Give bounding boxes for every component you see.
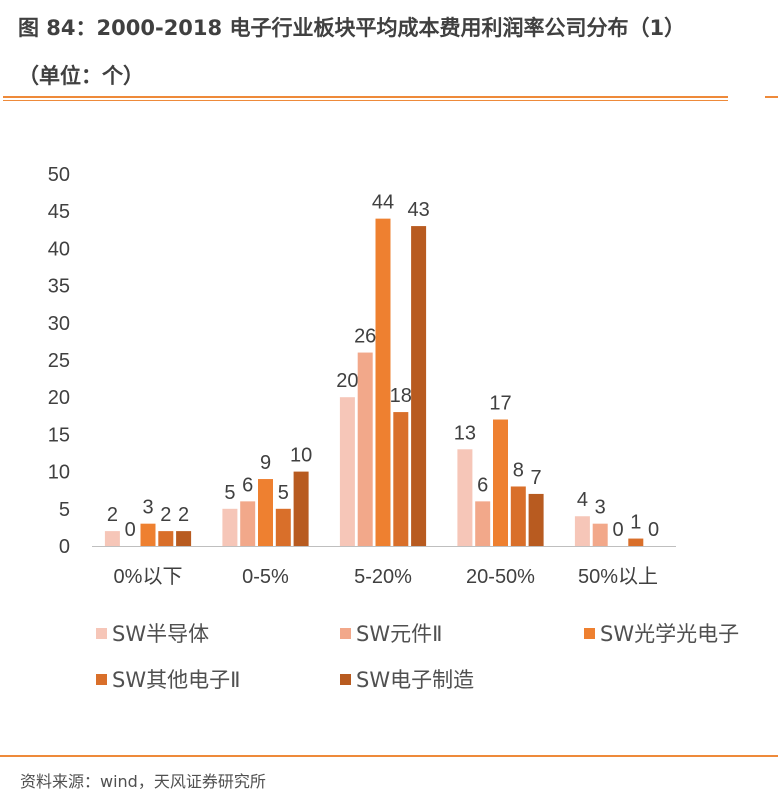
bar-50%以上-SW半导体 <box>574 516 590 546</box>
legend-item: SW其他电子Ⅱ <box>96 664 240 694</box>
data-label: 10 <box>290 445 312 467</box>
bar-0%以下-SW半导体 <box>104 531 120 546</box>
data-label: 6 <box>242 474 253 496</box>
y-tick-label: 5 <box>59 499 70 521</box>
bar-20-50%-SW光学光电子 <box>493 419 508 546</box>
y-tick-label: 40 <box>48 238 70 260</box>
x-tick-label: 50%以上 <box>578 565 658 588</box>
legend-item: SW电子制造 <box>340 664 474 694</box>
bar-50%以上-SW其他电子Ⅱ <box>628 538 644 546</box>
bar-20-50%-SW元件Ⅱ <box>475 501 491 546</box>
data-label: 26 <box>354 326 376 348</box>
y-tick-label: 45 <box>48 201 70 223</box>
legend-swatch <box>584 627 595 639</box>
figure-title: 图 84：2000-2018 电子行业板块平均成本费用利润率公司分布（1） <box>18 16 686 40</box>
title-rule-thin <box>3 100 728 101</box>
legend-item: SW元件Ⅱ <box>340 618 442 648</box>
legend-swatch <box>96 627 107 639</box>
data-label: 17 <box>489 393 511 415</box>
data-label: 3 <box>595 497 606 519</box>
data-label: 8 <box>513 459 524 481</box>
legend-label: SW元件Ⅱ <box>356 622 443 646</box>
figure-unit: （单位：个） <box>18 64 144 88</box>
data-label: 2 <box>178 504 189 526</box>
source-rule <box>0 755 778 757</box>
bar-20-50%-SW电子制造 <box>528 493 544 546</box>
y-tick-label: 35 <box>48 276 70 298</box>
bar-0-5%-SW光学光电子 <box>258 479 273 546</box>
title-rule <box>3 96 728 98</box>
x-tick-label: 0%以下 <box>114 566 183 588</box>
bar-5-20%-SW元件Ⅱ <box>357 352 373 546</box>
bar-5-20%-SW半导体 <box>339 397 355 546</box>
legend-item: SW半导体 <box>96 618 209 648</box>
bar-20-50%-SW其他电子Ⅱ <box>510 486 526 546</box>
source-note: 资料来源：wind，天风证券研究所 <box>20 772 266 791</box>
legend-swatch <box>340 673 351 685</box>
bar-0-5%-SW其他电子Ⅱ <box>275 508 291 546</box>
y-tick-label: 0 <box>59 536 70 558</box>
legend-item: SW光学光电子 <box>584 618 739 648</box>
legend-label: SW电子制造 <box>356 668 475 692</box>
data-label: 2 <box>160 504 171 526</box>
x-tick-label: 20-50% <box>466 566 535 588</box>
data-label: 9 <box>260 452 271 474</box>
y-tick-label: 30 <box>48 313 70 335</box>
data-label: 0 <box>612 519 623 541</box>
legend-label: SW其他电子Ⅱ <box>112 668 241 692</box>
bar-5-20%-SW电子制造 <box>411 226 427 546</box>
legend-label: SW光学光电子 <box>600 622 740 646</box>
x-tick-label: 0-5% <box>242 566 289 588</box>
data-label: 0 <box>125 519 136 541</box>
legend-swatch <box>340 627 351 639</box>
data-label: 20 <box>336 370 358 392</box>
data-label: 6 <box>477 474 488 496</box>
legend-swatch <box>96 673 107 685</box>
bar-0-5%-SW半导体 <box>222 508 238 546</box>
bar-5-20%-SW其他电子Ⅱ <box>393 412 409 546</box>
data-label: 0 <box>648 519 659 541</box>
data-label: 43 <box>407 199 429 221</box>
bar-0%以下-SW其他电子Ⅱ <box>158 531 174 546</box>
y-tick-label: 15 <box>48 424 70 446</box>
bar-20-50%-SW半导体 <box>457 449 473 546</box>
y-tick-label: 20 <box>48 387 70 409</box>
data-label: 7 <box>531 467 542 489</box>
legend-label: SW半导体 <box>112 622 210 646</box>
data-label: 5 <box>278 482 289 504</box>
x-tick-label: 5-20% <box>354 566 412 588</box>
data-label: 13 <box>454 422 476 444</box>
data-label: 44 <box>372 192 394 214</box>
bar-5-20%-SW光学光电子 <box>375 218 391 546</box>
data-label: 1 <box>630 512 641 534</box>
bar-0%以下-SW光学光电子 <box>140 523 156 546</box>
data-label: 4 <box>577 489 588 511</box>
bar-0-5%-SW电子制造 <box>293 471 309 546</box>
bar-0-5%-SW元件Ⅱ <box>240 501 256 546</box>
data-label: 2 <box>107 504 118 526</box>
data-label: 5 <box>224 482 235 504</box>
bar-50%以上-SW元件Ⅱ <box>592 523 608 546</box>
data-label: 3 <box>142 497 153 519</box>
y-tick-label: 10 <box>48 462 70 484</box>
data-label: 18 <box>390 385 412 407</box>
title-rule-right <box>765 96 778 98</box>
y-tick-label: 25 <box>48 350 70 372</box>
y-tick-label: 50 <box>48 164 70 186</box>
bar-0%以下-SW电子制造 <box>176 531 192 546</box>
